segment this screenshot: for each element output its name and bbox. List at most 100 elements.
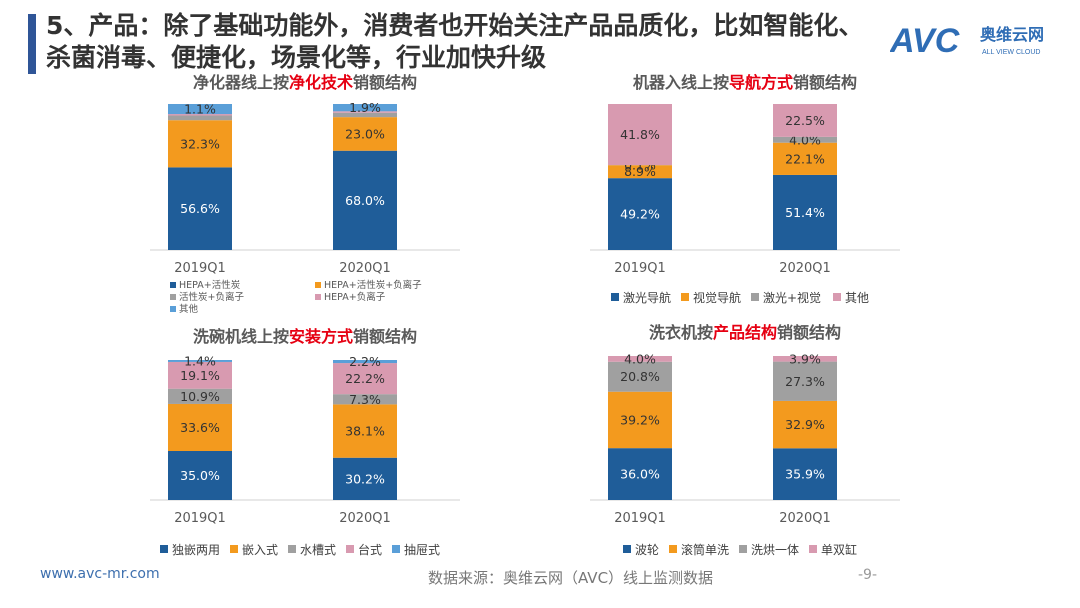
bar-data-label: 30.2% bbox=[345, 471, 385, 486]
chart-title-part: 销额结构 bbox=[777, 323, 841, 342]
legend-entry: 单双缸 bbox=[821, 542, 857, 557]
legend-entry: 视觉导航 bbox=[693, 290, 741, 305]
bar-data-label: 35.9% bbox=[785, 467, 825, 482]
chart-title-part: 销额结构 bbox=[353, 327, 417, 346]
bar-data-label: 4.0% bbox=[624, 351, 656, 366]
legend-entry: 洗烘一体 bbox=[751, 543, 799, 557]
avc-logo: AVC 奥维云网 ALL VIEW CLOUD bbox=[890, 22, 1044, 60]
bar-segment bbox=[168, 104, 232, 115]
bar-segment bbox=[333, 112, 397, 118]
bar-segment bbox=[168, 114, 232, 116]
bar-segment bbox=[168, 360, 232, 362]
legend-swatch bbox=[739, 545, 747, 553]
bar-segment bbox=[333, 363, 397, 395]
page-title: 5、产品：除了基础功能外，消费者也开始关注产品品质化，比如智能化、杀菌消毒、便捷… bbox=[46, 11, 864, 72]
legend-swatch bbox=[669, 545, 677, 553]
logo-brand: AVC bbox=[890, 22, 960, 60]
bar-segment bbox=[333, 360, 397, 364]
bar-segment bbox=[168, 115, 232, 121]
logo-cn: 奥维云网 bbox=[980, 25, 1044, 44]
bar-data-label: 2.2% bbox=[349, 354, 381, 369]
page-number: -9- bbox=[858, 567, 878, 583]
legend-swatch bbox=[170, 294, 176, 300]
chart-svg-0: 净化器线上按净化技术销额结构 56.6% 32.3% 1.1% 2019Q1 68.0% 2… bbox=[150, 73, 460, 315]
bar-data-label: 32.9% bbox=[785, 417, 825, 432]
bar-data-label: 1.9% bbox=[349, 100, 381, 115]
bar-data-label: 20.8% bbox=[620, 369, 660, 384]
bar-data-label: 22.5% bbox=[785, 113, 825, 128]
chart-title-part: 净化技术 bbox=[289, 73, 353, 92]
legend-entry: 水槽式 bbox=[300, 543, 336, 557]
footer-url[interactable]: www.avc-mr.com bbox=[40, 566, 160, 582]
legend-entry: 抽屉式 bbox=[404, 543, 440, 557]
chart-svg-2: 洗碗机线上按安装方式销额结构 35.0% 33.6% 10.9% 19.1%1.4% 20… bbox=[150, 327, 460, 557]
legend-swatch bbox=[346, 545, 354, 553]
legend-entry: 其他 bbox=[845, 291, 869, 305]
legend-swatch bbox=[392, 545, 400, 553]
chart-title: 净化器线上按净化技术销额结构 bbox=[193, 73, 417, 92]
bar-data-label: 49.2% bbox=[620, 207, 660, 222]
legend-swatch bbox=[681, 293, 689, 301]
bar-segment bbox=[608, 391, 672, 449]
legend-entry: 波轮 bbox=[635, 543, 659, 557]
bar-segment bbox=[168, 403, 232, 451]
bar-data-label: 41.8% bbox=[620, 127, 660, 142]
legend-entry: 激光导航 bbox=[623, 290, 671, 305]
chart-title-part: 产品结构 bbox=[713, 323, 777, 342]
chart-title: 洗碗机线上按安装方式销额结构 bbox=[193, 327, 417, 346]
legend-swatch bbox=[288, 545, 296, 553]
bar-segment bbox=[608, 448, 672, 500]
bar-segment bbox=[608, 178, 672, 250]
legend-swatch bbox=[170, 306, 176, 312]
legend-swatch bbox=[611, 293, 619, 301]
legend-swatch bbox=[315, 294, 321, 300]
chart-title-part: 洗衣机按 bbox=[649, 323, 713, 342]
bar-data-label: 7.3% bbox=[349, 392, 381, 407]
legend-entry: 滚筒单洗 bbox=[681, 542, 729, 557]
legend-entry: 独嵌两用 bbox=[172, 543, 220, 557]
bar-segment bbox=[608, 104, 672, 166]
footer-source: 数据来源：奥维云网（AVC）线上监测数据 bbox=[428, 569, 714, 587]
category-tick-label: 2019Q1 bbox=[614, 261, 666, 276]
bar-data-label: 32.3% bbox=[180, 136, 220, 151]
bar-data-label: 33.6% bbox=[180, 420, 220, 435]
category-tick-label: 2019Q1 bbox=[174, 261, 226, 276]
bar-segment bbox=[168, 388, 232, 404]
bar-data-label: 1.1% bbox=[184, 102, 216, 117]
legend-swatch bbox=[170, 282, 176, 288]
chart-washing-machine: 洗衣机按产品结构销额结构 36.0% 39.2% 20.8% 4.0% 2019Q1 35.… bbox=[580, 322, 910, 566]
chart-svg-3: 洗衣机按产品结构销额结构 36.0% 39.2% 20.8% 4.0% 2019Q1 35.… bbox=[590, 323, 900, 557]
legend-swatch bbox=[623, 545, 631, 553]
bar-segment bbox=[608, 356, 672, 362]
category-tick-label: 2020Q1 bbox=[779, 261, 831, 276]
legend-entry: 嵌入式 bbox=[242, 543, 278, 557]
bar-segment bbox=[773, 356, 837, 362]
bar-segment bbox=[333, 457, 397, 500]
bar-segment bbox=[333, 404, 397, 458]
chart-title: 机器入线上按导航方式销额结构 bbox=[633, 73, 857, 92]
bar-segment bbox=[608, 361, 672, 392]
legend-swatch bbox=[315, 282, 321, 288]
chart-svg-1: 机器入线上按导航方式销额结构49.2%8.9%0.1%41.8%2019Q151… bbox=[590, 73, 900, 305]
bar-segment bbox=[333, 117, 397, 151]
bar-segment bbox=[333, 104, 397, 112]
bar-segment bbox=[168, 167, 232, 250]
logo-en: ALL VIEW CLOUD bbox=[982, 49, 1040, 56]
bar-segment bbox=[773, 448, 837, 500]
bar-segment bbox=[773, 174, 837, 250]
bar-data-label: 23.0% bbox=[345, 126, 385, 141]
bar-data-label: 27.3% bbox=[785, 374, 825, 389]
chart-air-purifier: 净化器线上按净化技术销额结构 56.6% 32.3% 1.1% 2019Q1 68.0% 2… bbox=[140, 70, 470, 320]
bar-segment bbox=[773, 142, 837, 175]
bar-data-label: 51.4% bbox=[785, 205, 825, 220]
bar-segment bbox=[773, 136, 837, 143]
legend-entry: HEPA+负离子 bbox=[324, 291, 386, 303]
legend-swatch bbox=[160, 545, 168, 553]
category-tick-label: 2019Q1 bbox=[614, 511, 666, 526]
bar-data-label: 39.2% bbox=[620, 412, 660, 427]
chart-title-part: 销额结构 bbox=[793, 73, 857, 92]
legend-swatch bbox=[809, 545, 817, 553]
bar-data-label: 36.0% bbox=[620, 467, 660, 482]
bar-segment bbox=[168, 451, 232, 500]
bar-segment bbox=[333, 150, 397, 250]
